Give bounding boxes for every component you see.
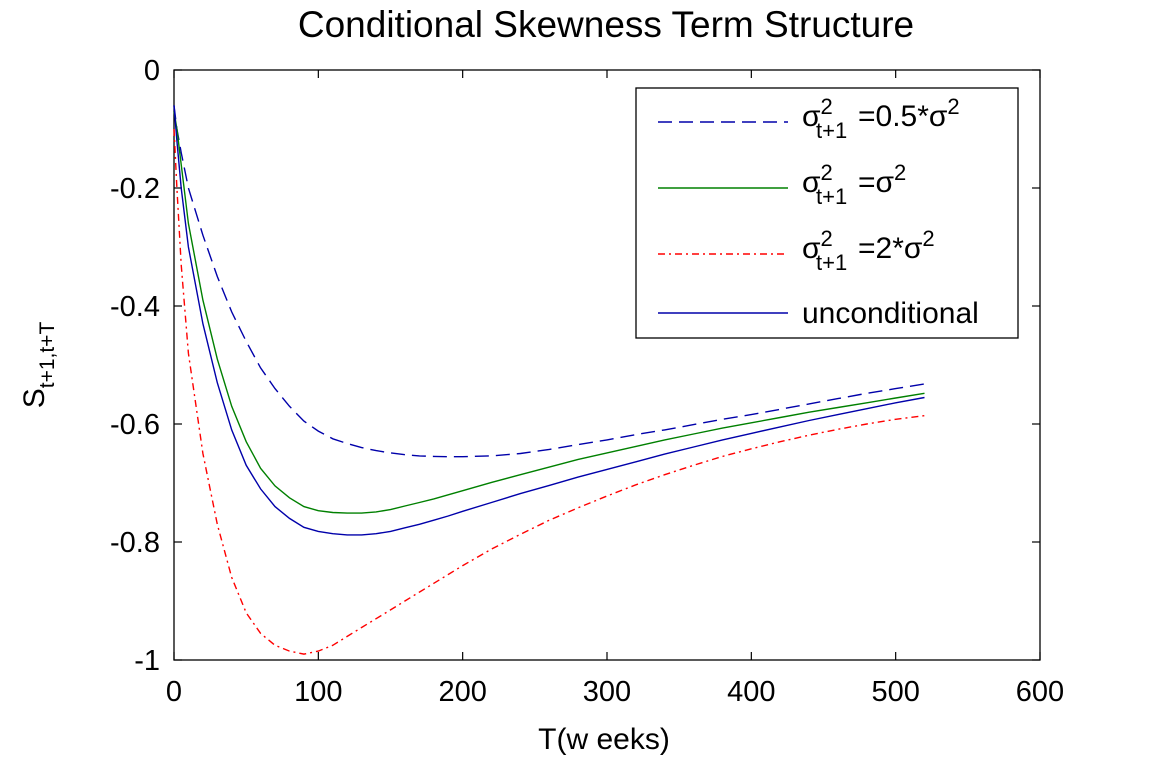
y-tick-label: -0.4 bbox=[110, 291, 160, 323]
x-tick-label: 100 bbox=[294, 676, 342, 708]
chart-title: Conditional Skewness Term Structure bbox=[298, 4, 914, 45]
svg-text:St+1,t+T: St+1,t+T bbox=[18, 322, 59, 409]
x-tick-label: 600 bbox=[1016, 676, 1064, 708]
series-line-3 bbox=[173, 128, 925, 655]
y-axis-label-subscript: t+1,t+T bbox=[36, 322, 59, 389]
legend: σ2 t+1 =0.5*σ2 σ2 t+1 =σ2 σ2 t+1 =2*σ2 unconditio… bbox=[635, 87, 1019, 339]
legend-label-1: σ2 t+1 =0.5*σ2 bbox=[802, 94, 960, 143]
series-line-2 bbox=[173, 111, 925, 514]
x-axis-label: T(w eeks) bbox=[538, 723, 670, 756]
y-tick-label: 0 bbox=[144, 55, 160, 87]
series-group bbox=[173, 105, 925, 655]
legend-box bbox=[635, 87, 1019, 339]
series-line-1 bbox=[173, 105, 925, 458]
x-tick-label: 400 bbox=[727, 676, 775, 708]
y-axis-label: St+1,t+T bbox=[18, 322, 59, 409]
x-tick-label: 200 bbox=[438, 676, 486, 708]
legend-label-3: σ2 t+1 =2*σ2 bbox=[802, 226, 935, 275]
y-tick-label: -0.8 bbox=[110, 527, 160, 559]
y-tick-label: -0.6 bbox=[110, 409, 160, 441]
x-tick-label: 500 bbox=[871, 676, 919, 708]
x-tick-label: 300 bbox=[583, 676, 631, 708]
legend-label-2: σ2 t+1 =σ2 bbox=[802, 160, 906, 209]
legend-label-4: unconditional bbox=[802, 297, 979, 330]
y-axis-label-base: S bbox=[18, 388, 51, 408]
x-tick-label: 0 bbox=[166, 676, 182, 708]
axis-ticks: 0 100 200 300 400 500 600 0 -0.2 -0.4 -0.6 -0.8 -1 bbox=[110, 55, 1064, 708]
y-tick-label: -0.2 bbox=[110, 173, 160, 205]
series-line-4 bbox=[173, 105, 925, 536]
y-tick-label: -1 bbox=[134, 645, 160, 677]
